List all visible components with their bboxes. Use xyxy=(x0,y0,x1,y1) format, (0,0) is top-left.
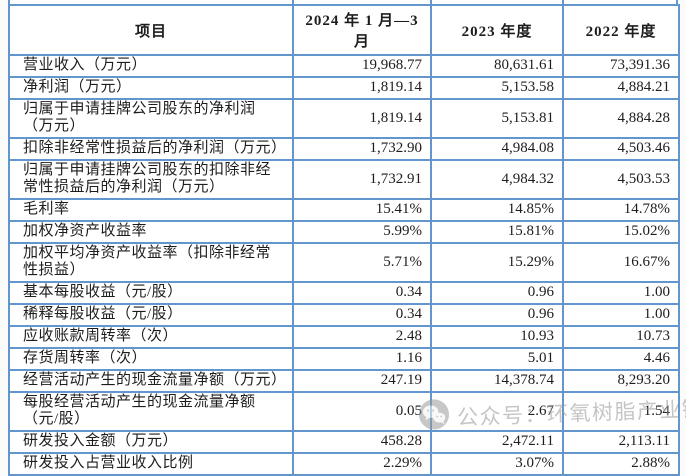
value-cell-2024q1: 15.41% xyxy=(292,198,432,222)
table-row: 扣除非经常性损益后的净利润（万元） 1,732.90 4,984.08 4,50… xyxy=(8,137,680,161)
row-label-cell: 稀释每股收益（元/股） xyxy=(8,303,294,327)
value-cell-2023: 14,378.74 xyxy=(430,369,564,393)
table-row: 应收账款周转率（次） 2.48 10.93 10.73 xyxy=(8,325,680,349)
table-row: 稀释每股收益（元/股） 0.34 0.96 1.00 xyxy=(8,303,680,327)
table-row: 存货周转率（次） 1.16 5.01 4.46 xyxy=(8,347,680,371)
value-cell-2023: 14.85% xyxy=(430,198,564,222)
table-row: 毛利率 15.41% 14.85% 14.78% xyxy=(8,198,680,222)
table-row: 研发投入占营业收入比例 2.29% 3.07% 2.88% xyxy=(8,452,680,476)
table-row: 研发投入金额（万元） 458.28 2,472.11 2,113.11 xyxy=(8,430,680,454)
table-row: 营业收入（万元） 19,968.77 80,631.61 73,391.36 xyxy=(8,54,680,78)
table-body: 营业收入（万元） 19,968.77 80,631.61 73,391.36 净… xyxy=(8,54,680,476)
value-cell-2022: 10.73 xyxy=(562,325,680,349)
value-cell-2022: 4,503.53 xyxy=(562,159,680,200)
row-label-cell: 营业收入（万元） xyxy=(8,54,294,78)
row-label-cell: 毛利率 xyxy=(8,198,294,222)
value-cell-2024q1: 1,819.14 xyxy=(292,98,432,139)
table-row: 经营活动产生的现金流量净额（万元） 247.19 14,378.74 8,293… xyxy=(8,369,680,393)
value-cell-2022: 1.00 xyxy=(562,281,680,305)
column-header-2024q1: 2024 年 1 月—3 月 xyxy=(292,4,432,56)
value-cell-2023: 5.01 xyxy=(430,347,564,371)
row-label-cell: 经营活动产生的现金流量净额（万元） xyxy=(8,369,294,393)
value-cell-2024q1: 5.71% xyxy=(292,242,432,283)
value-cell-2023: 0.96 xyxy=(430,281,564,305)
value-cell-2023: 2,472.11 xyxy=(430,430,564,454)
column-header-2022: 2022 年度 xyxy=(562,4,680,56)
row-label-cell: 应收账款周转率（次） xyxy=(8,325,294,349)
value-cell-2022: 16.67% xyxy=(562,242,680,283)
value-cell-2023: 0.96 xyxy=(430,303,564,327)
table-row: 归属于申请挂牌公司股东的扣除非经常性损益后的净利润（万元） 1,732.91 4… xyxy=(8,159,680,200)
column-header-item: 项目 xyxy=(8,4,294,56)
value-cell-2024q1: 0.05 xyxy=(292,391,432,432)
value-cell-2023: 10.93 xyxy=(430,325,564,349)
value-cell-2023: 15.81% xyxy=(430,220,564,244)
value-cell-2022: 2,113.11 xyxy=(562,430,680,454)
value-cell-2022: 1.54 xyxy=(562,391,680,432)
row-label-cell: 净利润（万元） xyxy=(8,76,294,100)
value-cell-2024q1: 1,732.90 xyxy=(292,137,432,161)
table-row: 加权净资产收益率 5.99% 15.81% 15.02% xyxy=(8,220,680,244)
table-row: 基本每股收益（元/股） 0.34 0.96 1.00 xyxy=(8,281,680,305)
row-label-cell: 归属于申请挂牌公司股东的扣除非经常性损益后的净利润（万元） xyxy=(8,159,294,200)
value-cell-2024q1: 0.34 xyxy=(292,281,432,305)
value-cell-2022: 73,391.36 xyxy=(562,54,680,78)
value-cell-2023: 5,153.81 xyxy=(430,98,564,139)
value-cell-2022: 4,884.28 xyxy=(562,98,680,139)
value-cell-2023: 5,153.58 xyxy=(430,76,564,100)
value-cell-2024q1: 1,732.91 xyxy=(292,159,432,200)
value-cell-2022: 2.88% xyxy=(562,452,680,476)
column-header-2023: 2023 年度 xyxy=(430,4,564,56)
value-cell-2024q1: 1.16 xyxy=(292,347,432,371)
row-label-cell: 扣除非经常性损益后的净利润（万元） xyxy=(8,137,294,161)
table-header-row: 项目 2024 年 1 月—3 月 2023 年度 2022 年度 xyxy=(8,4,680,56)
value-cell-2023: 4,984.08 xyxy=(430,137,564,161)
page: 项目 2024 年 1 月—3 月 2023 年度 2022 年度 营业收入（万… xyxy=(8,0,686,476)
financial-metrics-table: 项目 2024 年 1 月—3 月 2023 年度 2022 年度 营业收入（万… xyxy=(8,4,680,476)
value-cell-2022: 4,503.46 xyxy=(562,137,680,161)
cropped-previous-row xyxy=(8,0,678,4)
row-label-cell: 加权净资产收益率 xyxy=(8,220,294,244)
value-cell-2022: 14.78% xyxy=(562,198,680,222)
row-label-cell: 加权平均净资产收益率（扣除非经常性损益） xyxy=(8,242,294,283)
value-cell-2022: 1.00 xyxy=(562,303,680,327)
value-cell-2024q1: 2.29% xyxy=(292,452,432,476)
value-cell-2024q1: 247.19 xyxy=(292,369,432,393)
value-cell-2024q1: 1,819.14 xyxy=(292,76,432,100)
row-label-cell: 每股经营活动产生的现金流量净额（元/股） xyxy=(8,391,294,432)
value-cell-2023: 2.67 xyxy=(430,391,564,432)
row-label-cell: 归属于申请挂牌公司股东的净利润（万元） xyxy=(8,98,294,139)
value-cell-2022: 8,293.20 xyxy=(562,369,680,393)
value-cell-2024q1: 19,968.77 xyxy=(292,54,432,78)
value-cell-2022: 15.02% xyxy=(562,220,680,244)
value-cell-2024q1: 5.99% xyxy=(292,220,432,244)
table-row: 每股经营活动产生的现金流量净额（元/股） 0.05 2.67 1.54 xyxy=(8,391,680,432)
row-label-cell: 研发投入金额（万元） xyxy=(8,430,294,454)
value-cell-2024q1: 0.34 xyxy=(292,303,432,327)
value-cell-2023: 80,631.61 xyxy=(430,54,564,78)
table-row: 净利润（万元） 1,819.14 5,153.58 4,884.21 xyxy=(8,76,680,100)
value-cell-2022: 4.46 xyxy=(562,347,680,371)
value-cell-2024q1: 2.48 xyxy=(292,325,432,349)
value-cell-2022: 4,884.21 xyxy=(562,76,680,100)
value-cell-2023: 4,984.32 xyxy=(430,159,564,200)
value-cell-2023: 3.07% xyxy=(430,452,564,476)
value-cell-2023: 15.29% xyxy=(430,242,564,283)
row-label-cell: 研发投入占营业收入比例 xyxy=(8,452,294,476)
row-label-cell: 基本每股收益（元/股） xyxy=(8,281,294,305)
table-row: 归属于申请挂牌公司股东的净利润（万元） 1,819.14 5,153.81 4,… xyxy=(8,98,680,139)
row-label-cell: 存货周转率（次） xyxy=(8,347,294,371)
table-row: 加权平均净资产收益率（扣除非经常性损益） 5.71% 15.29% 16.67% xyxy=(8,242,680,283)
value-cell-2024q1: 458.28 xyxy=(292,430,432,454)
